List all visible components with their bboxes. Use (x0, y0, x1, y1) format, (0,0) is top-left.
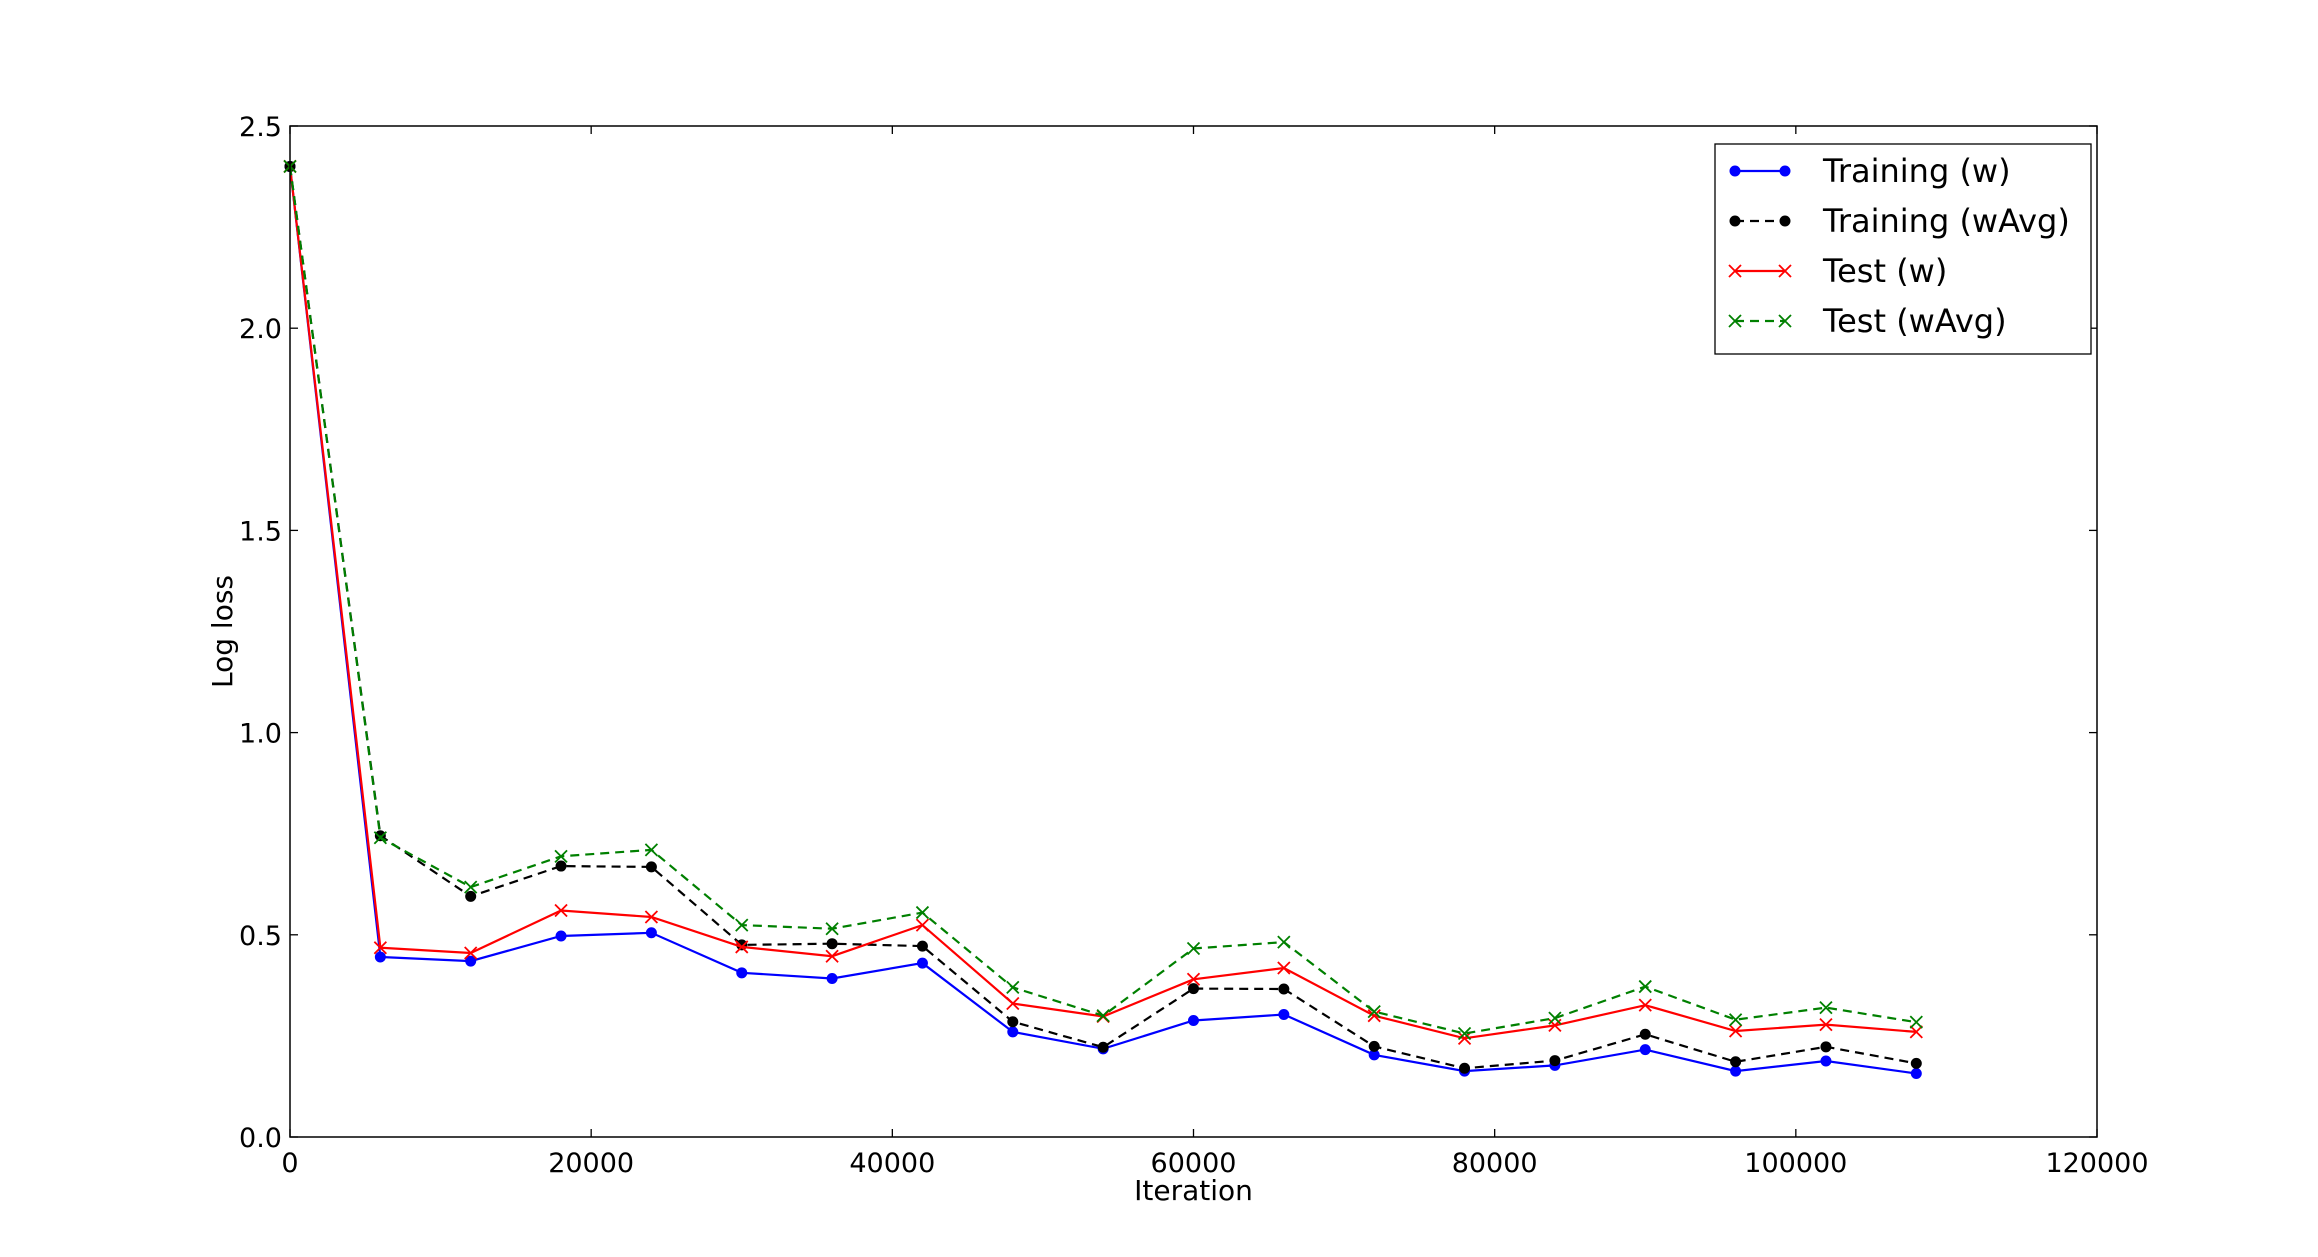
legend-marker (1779, 215, 1791, 227)
axis-ticks: 0 20000 40000 60000 80000 100000 120000 0.0 0.5 1… (239, 112, 2148, 1179)
data-point (1457, 1026, 1472, 1041)
data-point (1277, 961, 1291, 975)
data-point (1638, 998, 1652, 1012)
legend-marker (1728, 264, 1742, 278)
data-point (825, 922, 839, 936)
data-point (1909, 1015, 1923, 1029)
x-axis-label: Iteration (1134, 1174, 1253, 1207)
data-point (915, 905, 930, 920)
legend-marker (1728, 314, 1742, 328)
data-point (1277, 935, 1291, 949)
y-tick-label: 2.0 (239, 314, 282, 345)
data-point (555, 860, 567, 872)
data-point (1188, 983, 1199, 995)
data-point (645, 861, 657, 873)
data-point (1006, 980, 1020, 995)
y-axis-label: Log loss (206, 575, 239, 688)
data-point (373, 831, 387, 845)
legend-marker (1729, 215, 1741, 227)
data-point (1278, 1008, 1290, 1020)
data-point (644, 843, 659, 857)
legend: Training (w) Training (wAvg) Test (w) Test … (1714, 143, 2092, 355)
data-point (1639, 1044, 1651, 1056)
data-point (1097, 1041, 1109, 1053)
data-point (1639, 1028, 1651, 1040)
data-point (915, 918, 930, 932)
data-point (1728, 1013, 1743, 1027)
data-point (1096, 1009, 1110, 1023)
data-point (825, 949, 839, 963)
data-point (1368, 1040, 1380, 1052)
legend-label-0: Training (w) (1822, 152, 2011, 190)
legend-marker (1778, 314, 1792, 328)
data-point (1730, 1065, 1742, 1077)
data-point (826, 938, 838, 950)
data-point (1278, 983, 1290, 995)
data-point (1638, 979, 1652, 994)
data-point (554, 849, 568, 863)
legend-label-1: Training (wAvg) (1822, 202, 2070, 240)
data-point (645, 927, 657, 939)
data-point (644, 910, 659, 924)
series-1 (284, 160, 1922, 1074)
y-tick-label: 0.5 (239, 921, 282, 952)
data-point (1457, 1031, 1472, 1045)
data-point (1910, 1068, 1922, 1080)
data-point (555, 930, 567, 942)
data-point (736, 967, 748, 979)
legend-marker (1778, 264, 1792, 278)
data-point (916, 957, 928, 969)
data-point (465, 955, 477, 967)
data-point (1819, 1000, 1833, 1015)
y-tick-label: 0.0 (239, 1123, 282, 1154)
data-point (1186, 941, 1201, 956)
y-tick-label: 1.5 (239, 516, 282, 547)
x-tick-label: 120000 (2045, 1148, 2148, 1179)
legend-label-3: Test (wAvg) (1822, 302, 2007, 340)
data-point (1910, 1057, 1922, 1069)
data-point (465, 890, 477, 902)
x-tick-label: 80000 (1452, 1148, 1538, 1179)
x-tick-label: 20000 (548, 1148, 634, 1179)
data-point (373, 941, 387, 955)
data-point (1730, 1056, 1742, 1068)
data-point (554, 903, 568, 918)
data-point (1549, 1055, 1561, 1067)
y-tick-label: 1.0 (239, 719, 282, 750)
data-point (1820, 1041, 1832, 1053)
legend-label-2: Test (w) (1822, 252, 1947, 290)
x-tick-label: 100000 (1744, 1148, 1847, 1179)
data-point (464, 946, 478, 960)
data-point (1728, 1024, 1743, 1038)
data-point (1188, 1015, 1199, 1027)
data-point (1459, 1062, 1471, 1074)
series-layer (283, 159, 1923, 1080)
legend-box (1714, 143, 2092, 355)
x-tick-label: 60000 (1151, 1148, 1237, 1179)
data-point (735, 940, 749, 954)
data-point (1909, 1025, 1923, 1039)
data-point (374, 951, 386, 963)
data-point (1007, 1026, 1019, 1038)
data-point (1007, 1016, 1019, 1028)
data-point (1006, 996, 1020, 1011)
data-point (826, 972, 838, 984)
data-point (735, 918, 749, 932)
data-point (1186, 972, 1201, 986)
y-tick-label: 2.5 (239, 112, 282, 143)
legend-marker (1729, 165, 1741, 177)
x-tick-label: 40000 (849, 1148, 935, 1179)
series-3 (283, 159, 1923, 1041)
legend-marker (1779, 165, 1791, 177)
data-point (1367, 1009, 1381, 1023)
data-point (464, 880, 478, 894)
data-point (1367, 1005, 1381, 1019)
data-point (1819, 1017, 1833, 1032)
x-tick-label: 0 (281, 1148, 298, 1179)
data-point (1820, 1055, 1832, 1067)
data-point (916, 940, 928, 952)
data-point (1548, 1011, 1562, 1025)
